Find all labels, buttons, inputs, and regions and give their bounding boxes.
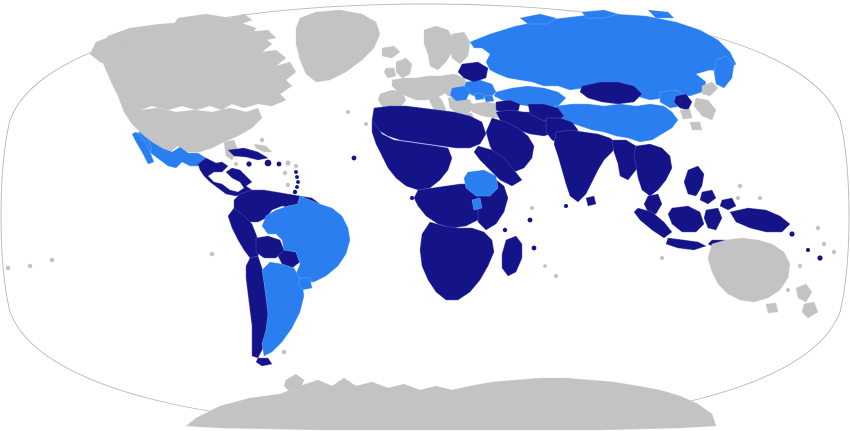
region-borneo (667, 205, 705, 233)
region-new-caledonia (797, 263, 803, 269)
region-sri-lanka (585, 195, 597, 207)
region-lake-victoria (471, 197, 483, 211)
region-argentina (261, 261, 305, 357)
region-malay-peninsula (643, 193, 663, 215)
region-hungary-serbia (449, 85, 471, 102)
region-australia (707, 237, 791, 303)
region-samoa (821, 241, 827, 247)
region-cayman (234, 162, 238, 166)
region-sumatra (633, 207, 673, 239)
region-bangladesh-myanmar (611, 139, 641, 181)
region-ethiopia (463, 169, 499, 197)
region-moldova (473, 92, 485, 101)
region-virgin-islands (294, 164, 298, 168)
region-tierra-del-fuego (255, 357, 273, 367)
region-canary-islands (364, 122, 368, 126)
region-lord-howe (786, 288, 790, 292)
region-kamchatka (713, 55, 735, 89)
region-pacific-island-far-2 (27, 263, 33, 269)
region-russia-arctic-islands (519, 9, 675, 25)
region-canada-arctic-isles (145, 13, 277, 45)
region-north-africa (371, 105, 487, 149)
region-indian-ocean-island (554, 274, 558, 278)
region-baja-california (131, 131, 155, 165)
region-java (665, 237, 707, 251)
region-mongolia (579, 81, 643, 105)
region-uruguay-overlay (297, 277, 313, 291)
region-azores (346, 110, 350, 114)
region-indochina (633, 143, 673, 197)
region-christmas-island (660, 256, 664, 260)
region-solomon-islands (789, 231, 795, 237)
region-iceland (381, 45, 401, 59)
region-central-america (197, 157, 253, 197)
landmasses (5, 9, 837, 431)
region-brazil (261, 195, 351, 283)
region-west-africa (371, 119, 453, 191)
region-comoros (502, 227, 508, 233)
region-bermuda (259, 137, 265, 143)
region-dominican-republic-east (276, 161, 282, 167)
region-hispaniola (264, 159, 272, 167)
region-easter-island (49, 257, 55, 263)
region-fiji (806, 248, 810, 252)
region-tonga (831, 249, 837, 255)
region-china (551, 103, 679, 143)
region-bahamas (253, 143, 273, 153)
region-southern-africa (419, 221, 495, 301)
region-japan (689, 81, 719, 131)
region-british-isles (383, 57, 413, 79)
region-seychelles (527, 217, 533, 223)
region-lesser-antilles-3 (296, 180, 300, 184)
region-trinidad-tobago (292, 189, 298, 195)
region-south-pacific-island-1 (209, 251, 215, 257)
region-palau (737, 183, 743, 189)
region-south-korea (679, 108, 693, 120)
region-finland-baltics (449, 31, 471, 65)
region-lesser-antilles-4 (295, 185, 299, 189)
region-tasmania (765, 302, 779, 314)
region-belarus (457, 61, 489, 83)
region-sao-tome (410, 196, 414, 200)
region-chagos (530, 206, 534, 210)
region-lesser-antilles-2 (295, 175, 299, 179)
region-maldives (564, 204, 568, 208)
region-marshall-islands (758, 196, 762, 200)
region-micronesia-2 (736, 196, 740, 200)
region-pacific-micronesia (815, 225, 821, 231)
region-crimea (483, 94, 495, 103)
region-antarctic-peninsula (283, 373, 305, 393)
region-india (553, 129, 619, 203)
region-alaska (89, 35, 133, 67)
region-sulawesi (703, 207, 723, 231)
region-philippines (683, 165, 717, 205)
region-jamaica (246, 161, 252, 167)
region-guadeloupe (282, 170, 288, 176)
region-vanuatu (817, 255, 823, 261)
region-greenland (295, 9, 381, 83)
region-horn-of-africa (473, 145, 523, 187)
region-lesser-antilles-1 (294, 170, 298, 174)
region-falkland-islands (281, 349, 287, 355)
region-martinique (285, 182, 291, 188)
region-new-guinea (729, 207, 791, 233)
region-antarctica (185, 377, 717, 431)
region-cape-verde (351, 155, 357, 161)
region-puerto-rico (285, 160, 291, 166)
region-pacific-island-far (5, 265, 11, 271)
region-moluccas (719, 197, 737, 211)
region-scandinavia (423, 25, 455, 71)
region-cuba (227, 147, 269, 161)
region-mauritius (531, 245, 537, 251)
region-madagascar (501, 235, 523, 277)
region-indian-ocean-island-2 (543, 264, 547, 268)
region-new-zealand (795, 283, 819, 319)
